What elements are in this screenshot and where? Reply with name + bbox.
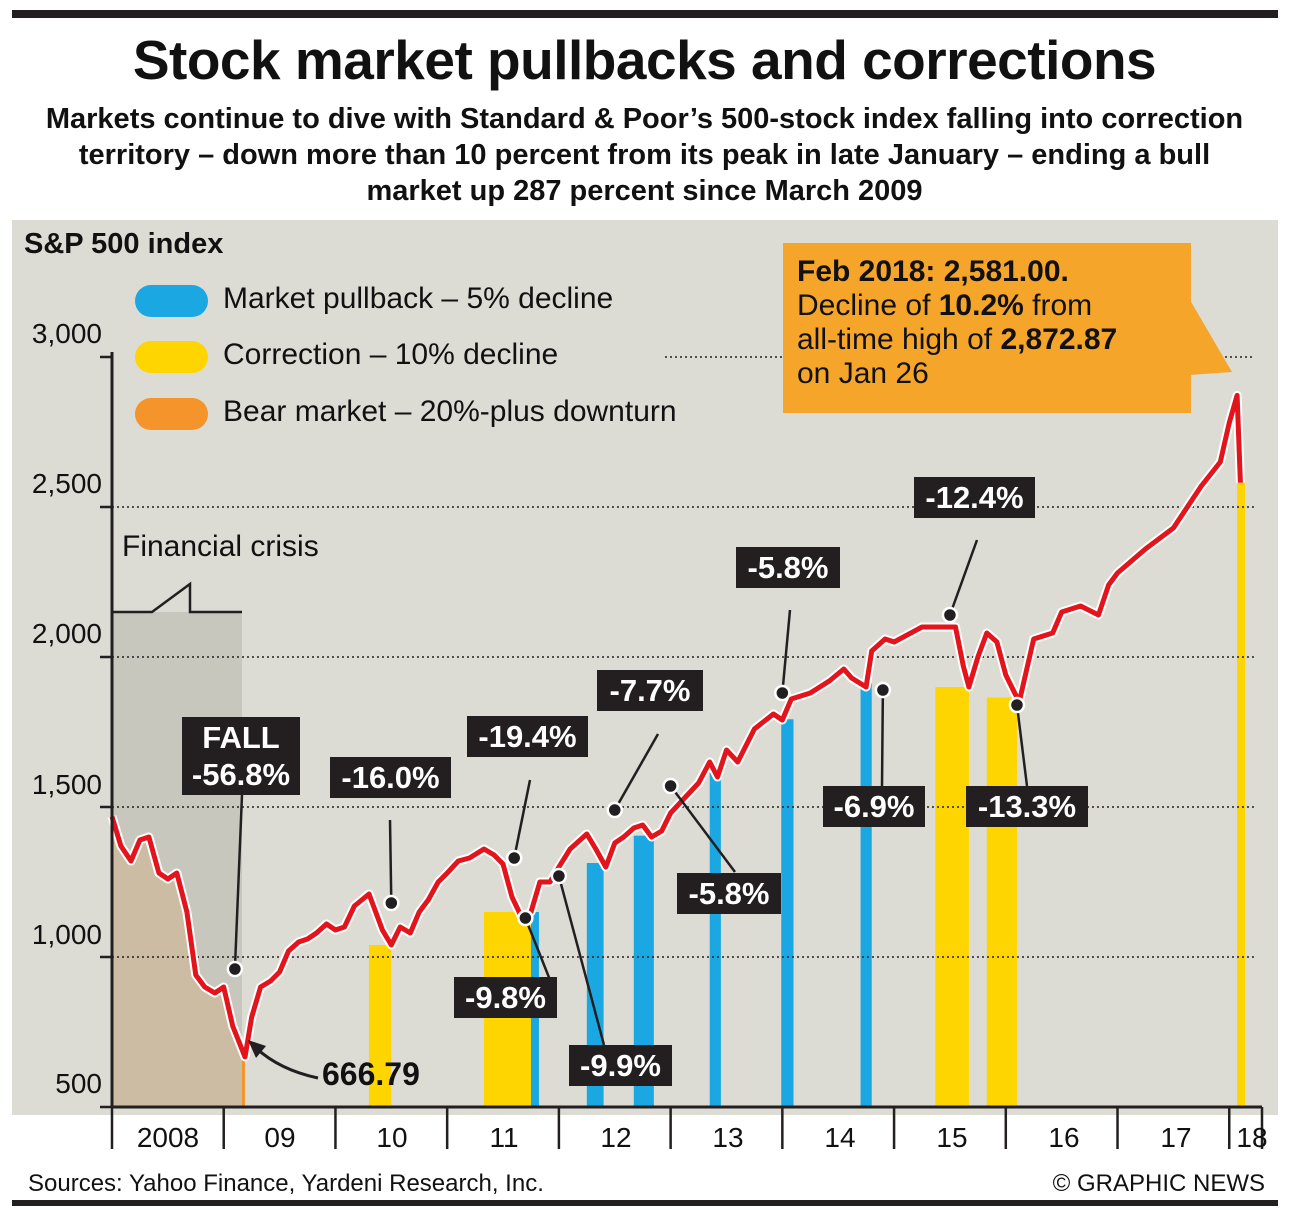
x-tick-label: 12 xyxy=(600,1122,632,1153)
leader-line xyxy=(781,609,792,694)
leader-dot xyxy=(517,909,534,927)
info-decline-value: 10.2% xyxy=(938,289,1024,322)
highlight-band-correction xyxy=(986,697,1017,1107)
x-tick-label: 09 xyxy=(264,1122,296,1153)
leader-line xyxy=(524,917,552,981)
highlight-band-pullback xyxy=(860,683,872,1107)
legend-swatch-correction xyxy=(135,341,208,373)
y-tick-label: 2,500 xyxy=(31,468,102,499)
bottom-rule xyxy=(12,1200,1278,1206)
y-tick-label: 2,000 xyxy=(31,618,102,649)
leader-dot xyxy=(941,606,959,624)
leader-dot xyxy=(226,960,244,978)
y-tick-label: 500 xyxy=(55,1068,102,1099)
y-tick-label: 3,000 xyxy=(31,318,102,349)
leader-dot xyxy=(774,684,791,702)
low-point-arrowhead xyxy=(248,1040,266,1058)
credit-text: © GRAPHIC NEWS xyxy=(1052,1170,1265,1197)
leader-dot xyxy=(550,867,568,885)
annotation-2012-top: -7.7% xyxy=(597,670,703,711)
x-tick-label: 17 xyxy=(1160,1122,1192,1153)
highlight-band-pullback xyxy=(781,719,794,1107)
annotation-2010: -16.0% xyxy=(330,757,451,798)
leader-line xyxy=(233,794,244,970)
chart-title: Stock market pullbacks and corrections xyxy=(132,29,1157,91)
leader-line xyxy=(669,785,737,873)
y-tick-label: 1,000 xyxy=(31,919,102,950)
y-axis-title: S&P 500 index xyxy=(24,228,224,260)
leader-line xyxy=(948,539,979,616)
annotation-2015: -12.4% xyxy=(914,477,1035,518)
info-headline: Feb 2018: 2,581.00. xyxy=(797,255,1069,288)
leader-line xyxy=(388,819,393,904)
leader-dot xyxy=(1008,696,1026,714)
leader-line xyxy=(512,779,532,859)
leader-dot xyxy=(874,681,892,699)
leader-line xyxy=(1015,704,1029,787)
annotation-2016: -13.3% xyxy=(966,786,1088,827)
legend-label: Bear market – 20%-plus downturn xyxy=(223,395,677,428)
highlight-band-pullback xyxy=(709,766,721,1107)
x-tick-label: 16 xyxy=(1048,1122,1080,1153)
annotation-fall-value: -56.8% xyxy=(191,757,291,792)
annotation-2013-top: -5.8% xyxy=(736,547,840,588)
info-text: all-time high of xyxy=(797,323,1001,356)
highlight-band-correction xyxy=(368,945,392,1107)
x-tick-label: 14 xyxy=(824,1122,856,1153)
leader-dot xyxy=(505,849,523,867)
financial-crisis-label: Financial crisis xyxy=(122,530,319,563)
info-text: Decline of xyxy=(797,289,939,322)
x-tick-label: 18 xyxy=(1236,1122,1268,1153)
legend-swatch-bear xyxy=(135,398,208,430)
leader-line xyxy=(880,689,885,787)
low-point-label: 666.79 xyxy=(322,1056,420,1092)
x-tick-label: 10 xyxy=(376,1122,408,1153)
y-tick-label: 1,500 xyxy=(31,769,102,800)
sources-text: Sources: Yahoo Finance, Yardeni Research… xyxy=(28,1170,544,1197)
annotation-fall: FALL -56.8% xyxy=(182,717,300,795)
leader-line xyxy=(613,733,660,811)
x-tick-label: 2008 xyxy=(136,1122,200,1153)
info-text: from xyxy=(1023,289,1093,322)
annotation-2014: -6.9% xyxy=(823,786,925,827)
x-tick-label: 13 xyxy=(712,1122,744,1153)
crisis-bracket xyxy=(112,581,242,614)
highlight-band-correction xyxy=(1237,482,1246,1107)
legend-label: Correction – 10% decline xyxy=(223,338,559,371)
info-peak-value: 2,872.87 xyxy=(1000,323,1118,356)
highlight-band-pullback xyxy=(633,835,654,1107)
annotation-fall-label: FALL xyxy=(202,720,280,755)
info-date: on Jan 26 xyxy=(797,357,929,390)
leader-line xyxy=(557,875,606,1046)
legend-swatch-pullback xyxy=(135,285,208,317)
series-line xyxy=(109,392,1243,1060)
annotation-2013-bottom: -5.8% xyxy=(677,873,781,914)
highlight-band-correction xyxy=(935,687,969,1107)
x-tick-label: 11 xyxy=(489,1122,519,1153)
x-tick-label: 15 xyxy=(936,1122,968,1153)
annotation-2011-top: -19.4% xyxy=(467,716,588,757)
leader-dot xyxy=(606,801,624,819)
latest-value-callout: Feb 2018: 2,581.00. Decline of 10.2% fro… xyxy=(783,243,1191,413)
chart-subtitle: Markets continue to dive with Standard &… xyxy=(45,103,1244,207)
annotation-2011-bottom: -9.8% xyxy=(454,977,557,1018)
leader-dot xyxy=(662,777,679,795)
top-rule xyxy=(12,10,1278,18)
legend-label: Market pullback – 5% decline xyxy=(223,282,614,315)
annotation-2012-bottom: -9.9% xyxy=(569,1045,672,1086)
leader-dot xyxy=(383,894,400,912)
low-point-arrow xyxy=(254,1046,319,1080)
